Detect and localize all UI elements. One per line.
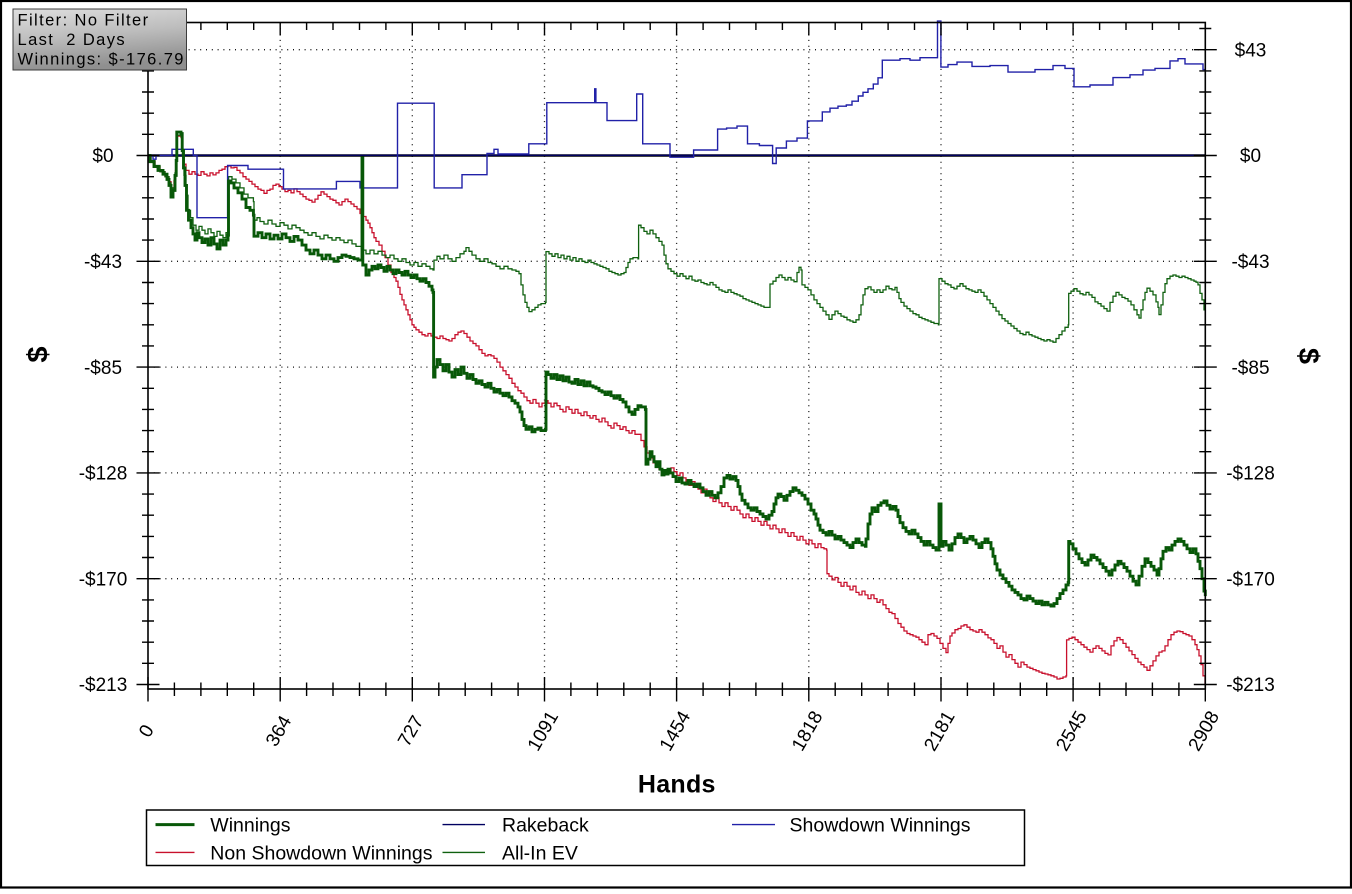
svg-text:$0: $0: [1240, 146, 1261, 167]
svg-text:Showdown Winnings: Showdown Winnings: [790, 815, 971, 837]
svg-text:Non Showdown Winnings: Non Showdown Winnings: [210, 843, 432, 865]
svg-text:-$128: -$128: [1226, 464, 1275, 485]
svg-text:-$85: -$85: [84, 358, 122, 379]
svg-text:-$43: -$43: [1231, 252, 1269, 273]
svg-text:$: $: [1292, 348, 1324, 364]
svg-text:Winnings: Winnings: [210, 815, 290, 837]
svg-text:-$85: -$85: [1231, 358, 1269, 379]
svg-text:Rakeback: Rakeback: [502, 815, 589, 837]
svg-text:$43: $43: [1235, 40, 1267, 61]
svg-text:All-In EV: All-In EV: [502, 843, 578, 865]
svg-text:$: $: [23, 346, 55, 362]
svg-text:-$213: -$213: [1226, 675, 1275, 696]
svg-text:-$128: -$128: [79, 464, 128, 485]
svg-text:-$43: -$43: [84, 252, 122, 273]
svg-text:Winnings: $-176.79: Winnings: $-176.79: [18, 51, 185, 69]
svg-text:Filter: No Filter: Filter: No Filter: [18, 12, 150, 30]
svg-text:Last 2 Days: Last 2 Days: [18, 31, 127, 49]
svg-text:-$213: -$213: [79, 675, 128, 696]
svg-text:Hands: Hands: [638, 771, 716, 799]
svg-text:-$170: -$170: [1226, 569, 1275, 590]
svg-text:-$170: -$170: [79, 569, 128, 590]
svg-text:$0: $0: [92, 146, 113, 167]
